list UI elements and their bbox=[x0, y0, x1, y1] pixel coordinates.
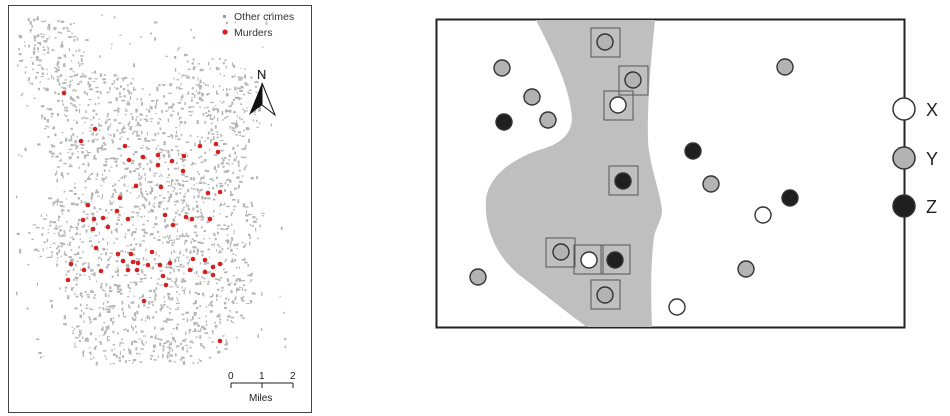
legend-x-label: X bbox=[926, 100, 938, 120]
scale-tick-1: 1 bbox=[259, 371, 265, 382]
point-x bbox=[609, 96, 627, 114]
point-x bbox=[580, 251, 598, 269]
point-y bbox=[776, 58, 794, 76]
point-y bbox=[702, 175, 720, 193]
murder-points bbox=[61, 90, 223, 344]
point-y bbox=[552, 243, 570, 261]
murders-legend-symbol bbox=[222, 29, 228, 35]
point-y bbox=[596, 33, 614, 51]
other-crimes-legend-label: Other crimes bbox=[234, 11, 294, 23]
scale-tick-2: 2 bbox=[290, 371, 296, 382]
point-y bbox=[469, 268, 487, 286]
map-legend: Other crimes Murders bbox=[222, 11, 294, 39]
point-x bbox=[668, 298, 686, 316]
point-z bbox=[614, 172, 632, 190]
point-z bbox=[495, 113, 513, 131]
north-arrow-icon: N bbox=[249, 67, 277, 117]
point-y bbox=[624, 71, 642, 89]
other-crimes-points bbox=[16, 13, 287, 366]
scale-unit-label: Miles bbox=[249, 393, 272, 404]
other-crimes-legend-symbol bbox=[223, 15, 226, 18]
crime-map-panel: Other crimes Murders N 0 1 2 Miles bbox=[8, 5, 312, 413]
point-y bbox=[523, 88, 541, 106]
diagram-points bbox=[469, 33, 799, 316]
legend-z-black-circle-icon bbox=[892, 194, 916, 218]
scale-tick-0: 0 bbox=[228, 371, 234, 382]
point-y bbox=[596, 286, 614, 304]
point-z bbox=[606, 251, 624, 269]
legend-y-label: Y bbox=[926, 149, 938, 169]
legend-x-white-circle-icon bbox=[892, 97, 916, 121]
point-z bbox=[684, 142, 702, 160]
point-z bbox=[781, 189, 799, 207]
point-x bbox=[754, 206, 772, 224]
north-arrow-label: N bbox=[257, 67, 266, 82]
point-y bbox=[737, 260, 755, 278]
diagram-legend: X Y Z bbox=[892, 97, 938, 218]
highlight-boxes bbox=[545, 27, 649, 310]
legend-y-gray-circle-icon bbox=[892, 146, 916, 170]
legend-z-label: Z bbox=[926, 197, 937, 217]
murders-legend-label: Murders bbox=[234, 27, 273, 39]
spatial-diagram-panel: X Y Z bbox=[435, 18, 938, 329]
scale-bar: 0 1 2 Miles bbox=[228, 371, 296, 404]
point-y bbox=[539, 111, 557, 129]
point-y bbox=[493, 59, 511, 77]
